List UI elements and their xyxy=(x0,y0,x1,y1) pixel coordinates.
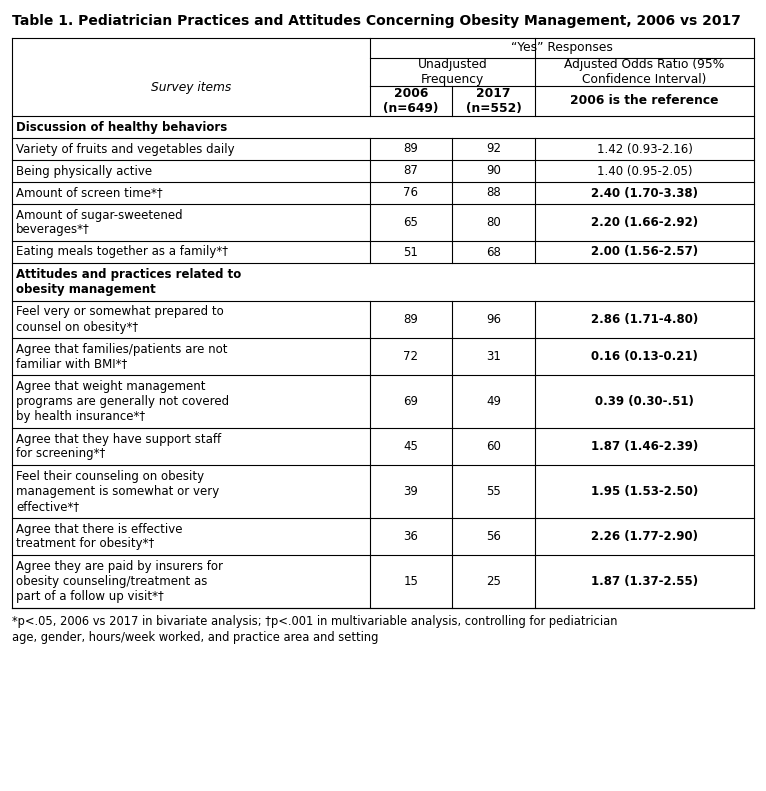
Text: 1.95 (1.53-2.50): 1.95 (1.53-2.50) xyxy=(591,485,698,498)
Text: Attitudes and practices related to
obesity management: Attitudes and practices related to obesi… xyxy=(16,268,241,296)
Text: 88: 88 xyxy=(486,187,501,199)
Text: Feel their counseling on obesity
management is somewhat or very
effective*†: Feel their counseling on obesity managem… xyxy=(16,470,219,513)
Text: *p<.05, 2006 vs 2017 in bivariate analysis; †p<.001 in multivariable analysis, c: *p<.05, 2006 vs 2017 in bivariate analys… xyxy=(12,615,617,628)
Text: Amount of sugar-sweetened
beverages*†: Amount of sugar-sweetened beverages*† xyxy=(16,209,182,237)
Text: 2.00 (1.56-2.57): 2.00 (1.56-2.57) xyxy=(591,245,698,259)
Text: 56: 56 xyxy=(486,530,501,543)
Text: 1.42 (0.93-2.16): 1.42 (0.93-2.16) xyxy=(597,142,692,156)
Text: 1.87 (1.37-2.55): 1.87 (1.37-2.55) xyxy=(591,575,698,588)
Text: Agree that weight management
programs are generally not covered
by health insura: Agree that weight management programs ar… xyxy=(16,380,229,423)
Text: 68: 68 xyxy=(486,245,501,259)
Text: 45: 45 xyxy=(404,440,418,453)
Text: age, gender, hours/week worked, and practice area and setting: age, gender, hours/week worked, and prac… xyxy=(12,631,378,644)
Text: Unadjusted
Frequency: Unadjusted Frequency xyxy=(417,58,487,86)
Text: 90: 90 xyxy=(486,165,501,177)
Text: 96: 96 xyxy=(486,313,501,326)
Text: Variety of fruits and vegetables daily: Variety of fruits and vegetables daily xyxy=(16,142,234,156)
Text: “Yes” Responses: “Yes” Responses xyxy=(511,41,613,55)
Text: 15: 15 xyxy=(404,575,418,588)
Text: 51: 51 xyxy=(404,245,418,259)
Text: Agree that there is effective
treatment for obesity*†: Agree that there is effective treatment … xyxy=(16,523,182,551)
Text: 49: 49 xyxy=(486,395,501,408)
Text: 2006
(n=649): 2006 (n=649) xyxy=(383,87,439,115)
Text: 89: 89 xyxy=(404,142,418,156)
Text: 2.26 (1.77-2.90): 2.26 (1.77-2.90) xyxy=(591,530,698,543)
Text: Amount of screen time*†: Amount of screen time*† xyxy=(16,187,162,199)
Text: 2.40 (1.70-3.38): 2.40 (1.70-3.38) xyxy=(591,187,698,199)
Text: 2006 is the reference: 2006 is the reference xyxy=(570,94,719,108)
Text: Adjusted Odds Ratio (95%
Confidence Interval): Adjusted Odds Ratio (95% Confidence Inte… xyxy=(565,58,725,86)
Text: 55: 55 xyxy=(486,485,501,498)
Text: 92: 92 xyxy=(486,142,501,156)
Text: Feel very or somewhat prepared to
counsel on obesity*†: Feel very or somewhat prepared to counse… xyxy=(16,305,224,334)
Text: 2017
(n=552): 2017 (n=552) xyxy=(466,87,522,115)
Text: 36: 36 xyxy=(404,530,418,543)
Text: 65: 65 xyxy=(404,216,418,229)
Text: 2.20 (1.66-2.92): 2.20 (1.66-2.92) xyxy=(591,216,698,229)
Text: Agree they are paid by insurers for
obesity counseling/treatment as
part of a fo: Agree they are paid by insurers for obes… xyxy=(16,560,223,603)
Text: 60: 60 xyxy=(486,440,501,453)
Text: Table 1. Pediatrician Practices and Attitudes Concerning Obesity Management, 200: Table 1. Pediatrician Practices and Atti… xyxy=(12,14,741,28)
Text: 87: 87 xyxy=(404,165,418,177)
Text: 39: 39 xyxy=(404,485,418,498)
Text: 1.87 (1.46-2.39): 1.87 (1.46-2.39) xyxy=(591,440,698,453)
Text: 89: 89 xyxy=(404,313,418,326)
Text: Agree that they have support staff
for screening*†: Agree that they have support staff for s… xyxy=(16,433,221,460)
Text: Being physically active: Being physically active xyxy=(16,165,152,177)
Text: Survey items: Survey items xyxy=(151,81,231,93)
Text: Discussion of healthy behaviors: Discussion of healthy behaviors xyxy=(16,120,228,134)
Text: 76: 76 xyxy=(404,187,418,199)
Text: 80: 80 xyxy=(486,216,501,229)
Text: 1.40 (0.95-2.05): 1.40 (0.95-2.05) xyxy=(597,165,692,177)
Text: 69: 69 xyxy=(404,395,418,408)
Text: 0.39 (0.30-.51): 0.39 (0.30-.51) xyxy=(595,395,694,408)
Text: Agree that families/patients are not
familiar with BMI*†: Agree that families/patients are not fam… xyxy=(16,343,228,370)
Text: 0.16 (0.13-0.21): 0.16 (0.13-0.21) xyxy=(591,350,698,363)
Text: 31: 31 xyxy=(486,350,501,363)
Text: 25: 25 xyxy=(486,575,501,588)
Text: Eating meals together as a family*†: Eating meals together as a family*† xyxy=(16,245,228,259)
Text: 72: 72 xyxy=(404,350,418,363)
Text: 2.86 (1.71-4.80): 2.86 (1.71-4.80) xyxy=(591,313,698,326)
